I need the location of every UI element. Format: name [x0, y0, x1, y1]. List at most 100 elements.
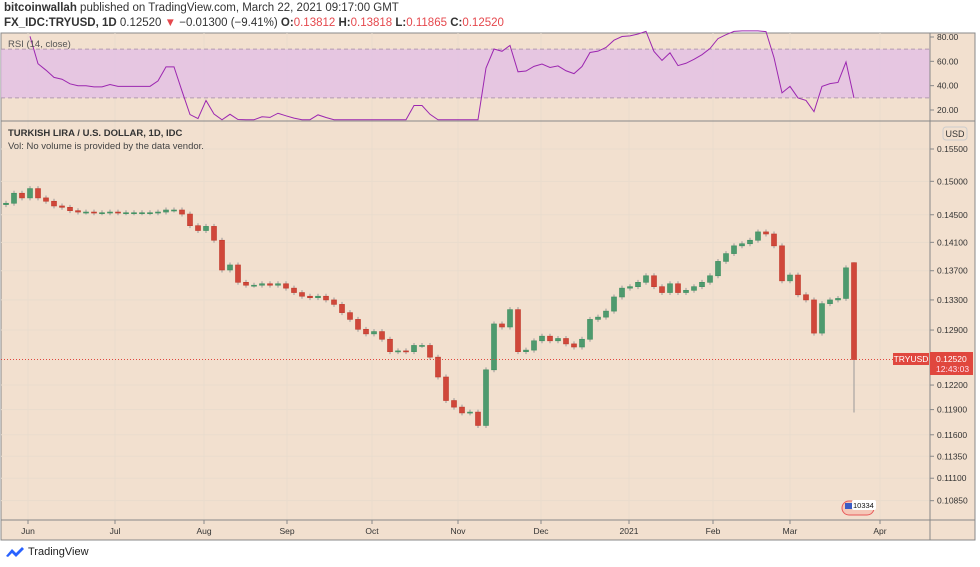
candle: [339, 301, 345, 316]
candle: [235, 262, 241, 285]
candle: [275, 281, 281, 288]
candle: [3, 200, 9, 208]
rsi-tick-label: 40.00: [937, 81, 959, 91]
candle-body: [235, 264, 241, 283]
candle-body: [395, 350, 401, 353]
candle-body: [315, 295, 321, 299]
candle-body: [411, 345, 417, 352]
candle: [507, 307, 513, 330]
x-tick-label: Jul: [110, 526, 121, 536]
candle-body: [307, 295, 313, 299]
time-axis[interactable]: Jun Jul Aug Sep Oct Nov Dec 2021 Feb Mar Apr: [21, 520, 887, 536]
currency-badge[interactable]: USD: [942, 126, 968, 141]
candle: [419, 342, 425, 348]
candle: [427, 342, 433, 360]
event-badge-label: 10334: [853, 501, 874, 510]
candle-body: [259, 283, 265, 286]
candle: [347, 310, 353, 322]
candle-body: [451, 400, 457, 408]
last-price: 0.12520: [119, 17, 162, 29]
candle: [219, 237, 225, 273]
candle: [267, 281, 273, 288]
candle-body: [571, 343, 577, 348]
candle-body: [363, 328, 369, 335]
y-tick-label: 0.11350: [937, 451, 967, 461]
candle: [819, 301, 825, 336]
footer-brand[interactable]: TradingView: [6, 546, 89, 558]
price-tag-value: 0.12520: [936, 354, 967, 364]
candle-body: [283, 283, 289, 289]
candle: [547, 333, 553, 344]
price-axis[interactable]: 0.15500 0.15000 0.14500 0.14100 0.13700 0.133…: [930, 144, 968, 506]
candle: [323, 293, 329, 303]
candle: [27, 186, 33, 201]
candle-body: [739, 243, 745, 247]
open-label: O:: [280, 17, 294, 29]
candle-body: [139, 212, 145, 215]
rsi-band: [1, 49, 930, 98]
low-label: L:: [395, 17, 407, 29]
candle-body: [147, 212, 153, 215]
candle: [731, 243, 737, 257]
candle-body: [347, 312, 353, 320]
candle-body: [659, 286, 665, 293]
candle: [331, 297, 337, 307]
us-flag-icon: [845, 503, 853, 509]
candle: [515, 307, 521, 355]
candle: [315, 293, 321, 301]
candle-body: [331, 299, 337, 305]
candle: [691, 284, 697, 293]
candle: [11, 190, 17, 206]
candle-body: [35, 188, 41, 199]
rsi-pane[interactable]: 80.00 60.00 40.00 20.00: [1, 30, 959, 121]
candle: [755, 229, 761, 243]
candle: [635, 279, 641, 290]
candle-body: [11, 192, 17, 204]
y-tick-label: 0.11600: [937, 430, 967, 440]
candle-body: [475, 411, 481, 426]
candle-body: [795, 274, 801, 296]
candle-body: [539, 335, 545, 342]
candle-body: [379, 331, 385, 340]
candle-body: [643, 275, 649, 283]
candle-body: [67, 207, 73, 211]
candle-body: [203, 226, 209, 231]
x-tick-label: Nov: [450, 526, 466, 536]
candle: [203, 223, 209, 233]
candle-body: [803, 294, 809, 301]
candle-body: [611, 296, 617, 312]
x-tick-label: 2021: [620, 526, 639, 536]
candle: [699, 279, 705, 290]
candle: [491, 321, 497, 373]
candle-body: [835, 298, 841, 301]
candle-body: [243, 281, 249, 286]
pane-title: TURKISH LIRA / U.S. DOLLAR, 1D, IDC: [8, 128, 182, 139]
candle: [483, 367, 489, 428]
candle: [259, 281, 265, 288]
x-tick-label: Sep: [279, 526, 294, 536]
candle: [587, 316, 593, 342]
rsi-tick-label: 20.00: [937, 105, 959, 115]
candle: [443, 374, 449, 403]
candle-body: [811, 299, 817, 334]
candle-body: [579, 338, 585, 348]
y-tick-label: 0.11900: [937, 405, 967, 415]
candle-body: [595, 316, 601, 320]
author[interactable]: bitcoinwallah: [4, 2, 77, 14]
candle-body: [59, 205, 65, 208]
candle: [843, 265, 849, 301]
currency-label: USD: [945, 129, 965, 139]
candle: [571, 341, 577, 350]
candle: [163, 207, 169, 215]
candle: [83, 209, 89, 215]
candle: [211, 223, 217, 243]
candle: [43, 195, 49, 204]
candle: [355, 316, 361, 332]
x-tick-label: Oct: [365, 526, 379, 536]
candle-body: [843, 267, 849, 299]
event-badge[interactable]: 10334: [841, 500, 876, 516]
candle-body: [275, 283, 281, 286]
candle-body: [523, 349, 529, 352]
y-tick-label: 0.12200: [937, 380, 968, 390]
